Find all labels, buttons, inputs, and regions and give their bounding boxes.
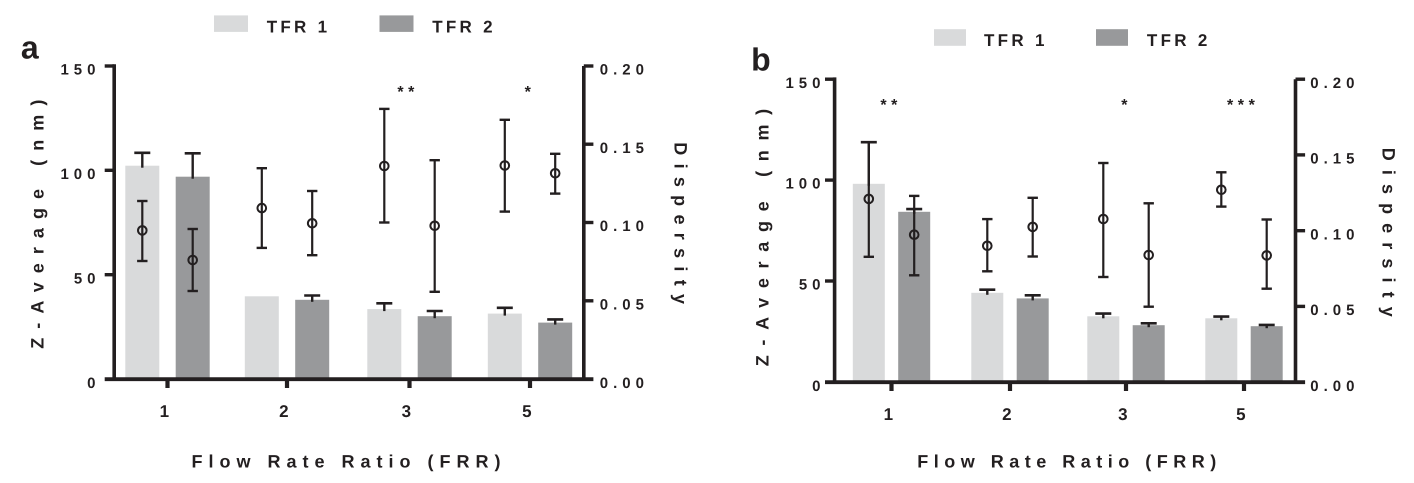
- svg-text:TFR 2: TFR 2: [432, 18, 496, 37]
- svg-text:50: 50: [74, 270, 101, 287]
- svg-text:0.15: 0.15: [1310, 151, 1359, 168]
- svg-text:150: 150: [60, 62, 100, 79]
- svg-text:50: 50: [799, 277, 826, 294]
- svg-text:TFR 1: TFR 1: [267, 18, 331, 37]
- svg-text:0.00: 0.00: [1310, 378, 1359, 395]
- svg-text:Z-Average (nm): Z-Average (nm): [28, 91, 48, 349]
- svg-text:0.20: 0.20: [1310, 75, 1359, 92]
- svg-text:5: 5: [522, 402, 531, 421]
- svg-text:150: 150: [785, 75, 825, 92]
- svg-text:***: ***: [1227, 97, 1259, 114]
- svg-text:Z-Average (nm): Z-Average (nm): [753, 99, 773, 366]
- svg-text:0.00: 0.00: [600, 375, 649, 392]
- svg-text:a: a: [21, 30, 39, 66]
- svg-text:TFR 2: TFR 2: [1147, 31, 1211, 50]
- svg-text:5: 5: [1236, 405, 1245, 424]
- svg-text:1: 1: [884, 405, 893, 424]
- svg-text:Dispersity: Dispersity: [1379, 148, 1399, 326]
- svg-text:0.15: 0.15: [600, 140, 649, 157]
- svg-text:100: 100: [60, 166, 100, 183]
- svg-text:**: **: [397, 84, 419, 101]
- svg-text:Dispersity: Dispersity: [671, 142, 691, 312]
- svg-text:b: b: [751, 42, 771, 78]
- svg-text:100: 100: [785, 176, 825, 193]
- svg-text:**: **: [880, 97, 902, 114]
- svg-text:*: *: [525, 84, 536, 101]
- svg-text:3: 3: [402, 402, 411, 421]
- svg-text:0.10: 0.10: [600, 218, 649, 235]
- svg-text:0: 0: [87, 375, 100, 392]
- svg-text:3: 3: [1118, 405, 1127, 424]
- svg-text:Flow Rate Ratio (FRR): Flow Rate Ratio (FRR): [192, 451, 507, 471]
- svg-text:2: 2: [279, 402, 288, 421]
- svg-text:1: 1: [160, 402, 169, 421]
- svg-text:TFR 1: TFR 1: [984, 31, 1048, 50]
- svg-text:0.05: 0.05: [1310, 302, 1359, 319]
- svg-text:2: 2: [1002, 405, 1011, 424]
- svg-text:*: *: [1121, 97, 1132, 114]
- svg-text:0.10: 0.10: [1310, 226, 1359, 243]
- svg-text:Flow Rate Ratio (FRR): Flow Rate Ratio (FRR): [917, 451, 1222, 471]
- svg-text:0.20: 0.20: [600, 62, 649, 79]
- svg-text:0.05: 0.05: [600, 296, 649, 313]
- svg-text:0: 0: [812, 378, 825, 395]
